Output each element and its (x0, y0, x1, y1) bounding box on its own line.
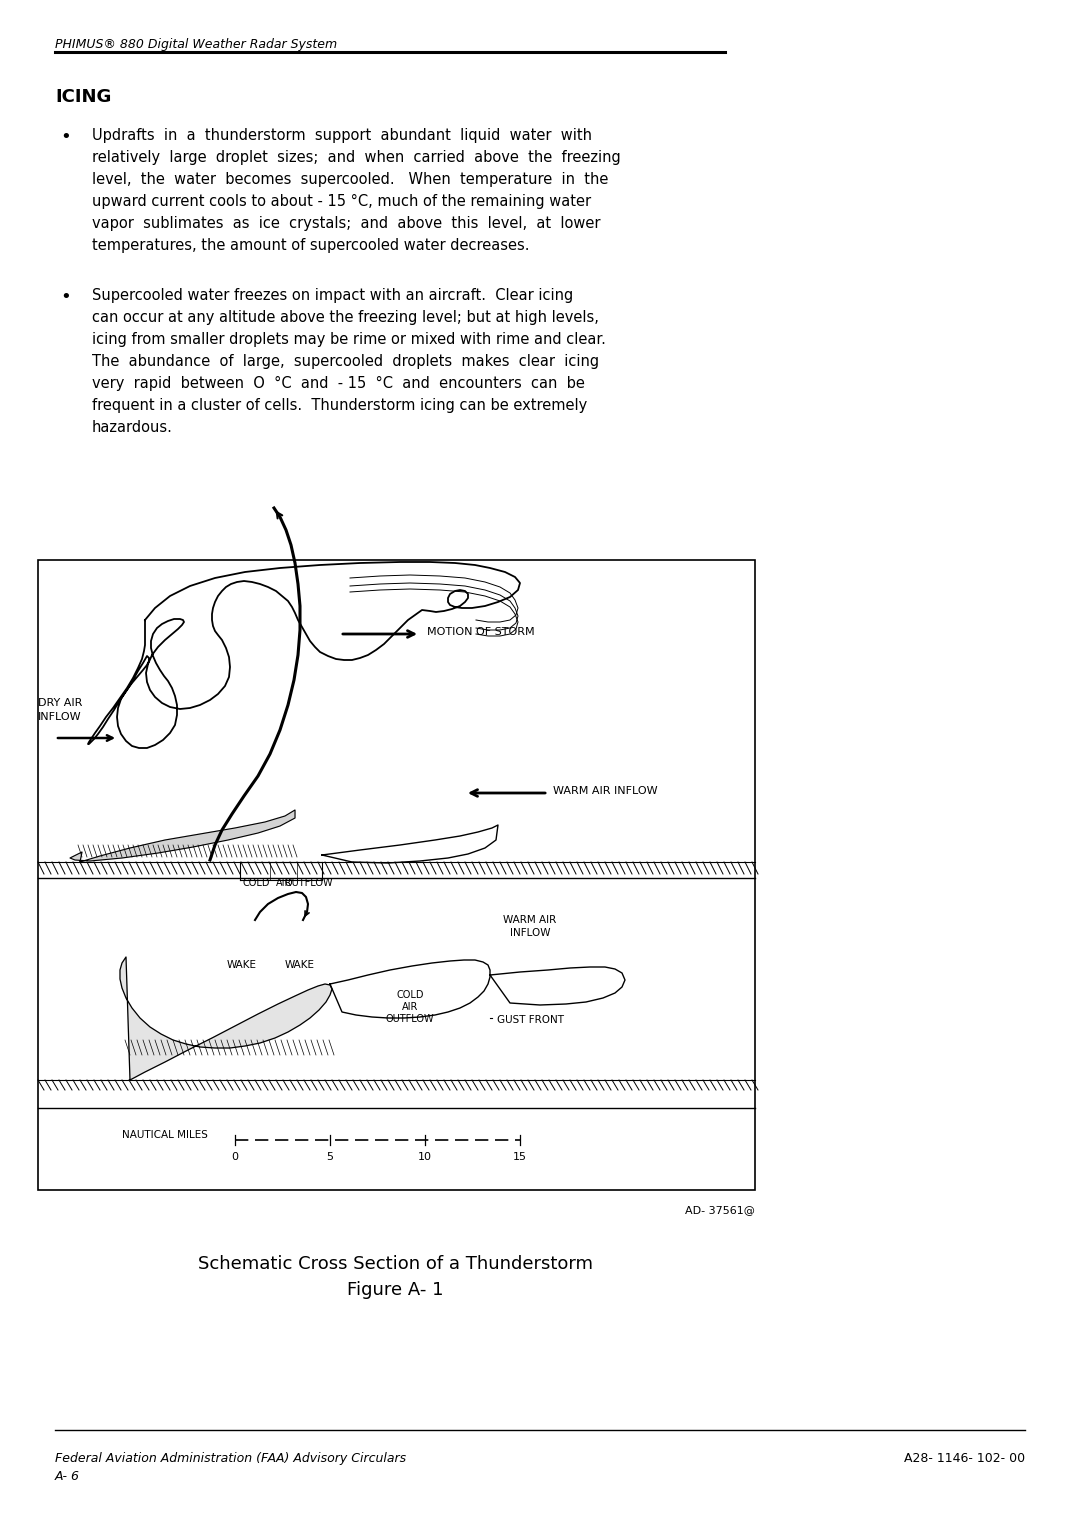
Text: GUST FRONT: GUST FRONT (497, 1014, 564, 1025)
Text: AIR: AIR (402, 1002, 418, 1011)
Text: NAUTICAL MILES: NAUTICAL MILES (122, 1130, 207, 1141)
Text: PHIMUS® 880 Digital Weather Radar System: PHIMUS® 880 Digital Weather Radar System (55, 38, 337, 50)
Text: The  abundance  of  large,  supercooled  droplets  makes  clear  icing: The abundance of large, supercooled drop… (92, 353, 599, 369)
Polygon shape (70, 810, 295, 862)
Polygon shape (322, 825, 498, 864)
Text: WARM AIR INFLOW: WARM AIR INFLOW (553, 786, 658, 797)
Text: hazardous.: hazardous. (92, 420, 173, 436)
Text: WAKE: WAKE (285, 959, 315, 970)
Polygon shape (120, 956, 332, 1080)
Text: very  rapid  between  O  °C  and  - 15  °C  and  encounters  can  be: very rapid between O °C and - 15 °C and … (92, 376, 585, 391)
Text: DRY AIR: DRY AIR (38, 698, 82, 708)
Text: INFLOW: INFLOW (38, 711, 82, 722)
Text: 10: 10 (418, 1151, 432, 1162)
Text: can occur at any altitude above the freezing level; but at high levels,: can occur at any altitude above the free… (92, 311, 599, 324)
Text: Updrafts  in  a  thunderstorm  support  abundant  liquid  water  with: Updrafts in a thunderstorm support abund… (92, 128, 592, 143)
Polygon shape (490, 967, 625, 1005)
Text: COLD: COLD (396, 990, 423, 1001)
Text: WAKE: WAKE (227, 959, 257, 970)
Bar (38, 560, 755, 1189)
Text: icing from smaller droplets may be rime or mixed with rime and clear.: icing from smaller droplets may be rime … (92, 332, 606, 347)
Text: 0: 0 (231, 1151, 239, 1162)
Text: ICING: ICING (55, 88, 111, 107)
Text: OUTFLOW: OUTFLOW (285, 877, 334, 888)
Text: WARM AIR: WARM AIR (503, 915, 556, 924)
Text: vapor  sublimates  as  ice  crystals;  and  above  this  level,  at  lower: vapor sublimates as ice crystals; and ab… (92, 216, 600, 231)
Text: INFLOW: INFLOW (510, 928, 550, 938)
Text: level,  the  water  becomes  supercooled.   When  temperature  in  the: level, the water becomes supercooled. Wh… (92, 172, 608, 187)
Text: AD- 37561@: AD- 37561@ (685, 1205, 755, 1215)
Polygon shape (87, 562, 519, 748)
Text: A- 6: A- 6 (55, 1470, 80, 1483)
Text: AIR: AIR (275, 877, 293, 888)
Text: 15: 15 (513, 1151, 527, 1162)
Text: A28- 1146- 102- 00: A28- 1146- 102- 00 (904, 1451, 1025, 1465)
Text: Supercooled water freezes on impact with an aircraft.  Clear icing: Supercooled water freezes on impact with… (92, 288, 573, 303)
Text: OUTFLOW: OUTFLOW (386, 1014, 434, 1023)
Text: •: • (60, 128, 71, 146)
Text: MOTION OF STORM: MOTION OF STORM (427, 627, 535, 637)
Text: COLD: COLD (242, 877, 270, 888)
Text: •: • (60, 288, 71, 306)
Text: Figure A- 1: Figure A- 1 (347, 1281, 443, 1299)
Text: 5: 5 (326, 1151, 334, 1162)
Polygon shape (330, 959, 490, 1017)
Text: temperatures, the amount of supercooled water decreases.: temperatures, the amount of supercooled … (92, 238, 529, 253)
Text: frequent in a cluster of cells.  Thunderstorm icing can be extremely: frequent in a cluster of cells. Thunders… (92, 398, 588, 413)
Text: upward current cools to about - 15 °C, much of the remaining water: upward current cools to about - 15 °C, m… (92, 193, 591, 209)
Text: relatively  large  droplet  sizes;  and  when  carried  above  the  freezing: relatively large droplet sizes; and when… (92, 149, 621, 164)
Text: Federal Aviation Administration (FAA) Advisory Circulars: Federal Aviation Administration (FAA) Ad… (55, 1451, 406, 1465)
Text: Schematic Cross Section of a Thunderstorm: Schematic Cross Section of a Thunderstor… (198, 1255, 593, 1273)
